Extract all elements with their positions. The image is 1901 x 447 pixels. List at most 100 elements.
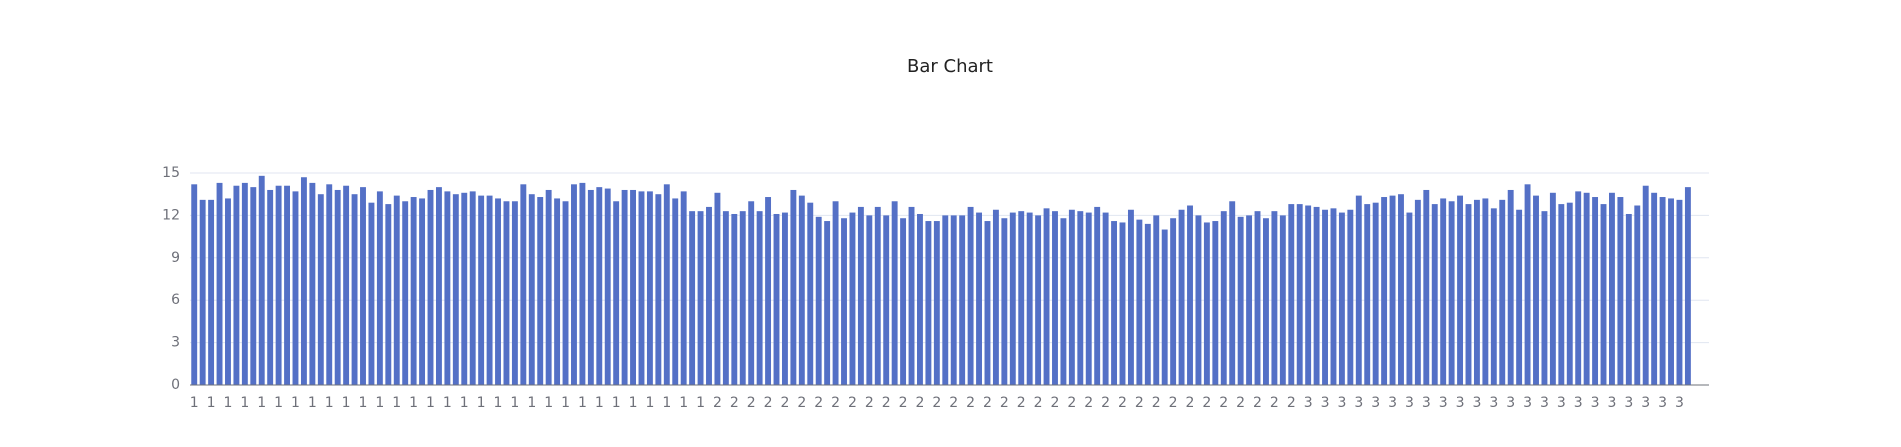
bar [1296, 204, 1303, 385]
bar [613, 201, 620, 385]
bar [1482, 198, 1489, 385]
bar [1575, 191, 1582, 385]
bar [250, 187, 257, 385]
bar [1035, 215, 1042, 385]
y-tick-label: 0 [171, 377, 180, 393]
x-tick-label: 1 [477, 395, 486, 411]
bar [1026, 212, 1033, 385]
bar [537, 197, 544, 385]
bar [1288, 204, 1295, 385]
bar [528, 194, 535, 385]
bar [722, 211, 729, 385]
bar [1406, 212, 1413, 385]
y-tick-label: 6 [171, 292, 180, 308]
bar [326, 184, 333, 385]
x-tick-label: 3 [1371, 395, 1380, 411]
x-tick-label: 1 [662, 395, 671, 411]
bar [621, 189, 628, 385]
bar [275, 185, 282, 385]
bar [1414, 199, 1421, 385]
bar [410, 197, 417, 385]
bar [579, 182, 586, 385]
x-tick-label: 2 [899, 395, 908, 411]
x-tick-label: 1 [274, 395, 283, 411]
bar [225, 198, 231, 385]
bar [680, 191, 687, 385]
bar [824, 221, 831, 385]
x-tick-label: 1 [308, 395, 317, 411]
x-tick-label: 1 [325, 395, 334, 411]
x-tick-label: 1 [527, 395, 536, 411]
bar [1153, 215, 1160, 385]
bar [1541, 211, 1548, 385]
x-tick-label: 2 [1270, 395, 1279, 411]
x-tick-label: 2 [932, 395, 941, 411]
x-tick-label: 2 [797, 395, 806, 411]
x-tick-label: 2 [730, 395, 739, 411]
bar [1043, 208, 1050, 385]
x-tick-label: 2 [713, 395, 722, 411]
x-tick-label: 2 [1084, 395, 1093, 411]
bar [402, 201, 409, 385]
bar [1583, 192, 1590, 385]
bar [1127, 209, 1134, 385]
bar [1558, 204, 1565, 385]
x-tick-label: 3 [1641, 395, 1650, 411]
x-tick-label: 3 [1607, 395, 1616, 411]
x-tick-label: 2 [1219, 395, 1228, 411]
x-tick-label: 3 [1405, 395, 1414, 411]
bar [511, 201, 518, 385]
bar [1111, 221, 1118, 385]
bar [452, 194, 459, 385]
bar [1305, 205, 1312, 385]
bar [976, 212, 982, 385]
bar [630, 189, 636, 385]
bar [1364, 204, 1371, 385]
bar [773, 213, 780, 385]
bar [1313, 206, 1320, 385]
bar [857, 206, 864, 385]
bar [739, 211, 746, 385]
x-tick-label: 2 [983, 395, 992, 411]
x-tick-label: 1 [443, 395, 452, 411]
x-tick-label: 3 [1675, 395, 1684, 411]
x-tick-label: 3 [1574, 395, 1583, 411]
x-tick-label: 3 [1388, 395, 1397, 411]
bar [1465, 204, 1472, 385]
bar [1355, 195, 1362, 385]
x-tick-label: 2 [1186, 395, 1195, 411]
x-tick-label: 2 [831, 395, 840, 411]
x-tick-label: 3 [1304, 395, 1313, 411]
bar [1136, 219, 1143, 385]
bar [1246, 215, 1253, 385]
y-tick-label: 15 [162, 165, 180, 181]
bar [444, 191, 451, 385]
bar [646, 191, 653, 385]
bar [765, 197, 772, 385]
bar [334, 189, 341, 385]
x-tick-label: 2 [1287, 395, 1296, 411]
bar [1398, 194, 1404, 385]
bar [1187, 205, 1193, 385]
bar [191, 184, 198, 385]
bar [1473, 199, 1480, 385]
bar [587, 189, 594, 385]
bar [368, 202, 375, 385]
bar [706, 206, 712, 385]
bar [1659, 197, 1666, 385]
x-tick-label: 1 [561, 395, 570, 411]
x-tick-label: 2 [1118, 395, 1127, 411]
bar [967, 206, 974, 385]
x-tick-label: 1 [207, 395, 216, 411]
bar [1634, 205, 1641, 385]
x-tick-label: 2 [1101, 395, 1110, 411]
x-tick-label: 1 [190, 395, 199, 411]
x-tick-label: 2 [1253, 395, 1262, 411]
bar [1389, 195, 1396, 385]
bar [241, 182, 248, 385]
bar [495, 198, 501, 385]
x-tick-label: 1 [342, 395, 351, 411]
x-tick-label: 1 [612, 395, 621, 411]
bar [984, 221, 991, 385]
bar [267, 189, 274, 385]
